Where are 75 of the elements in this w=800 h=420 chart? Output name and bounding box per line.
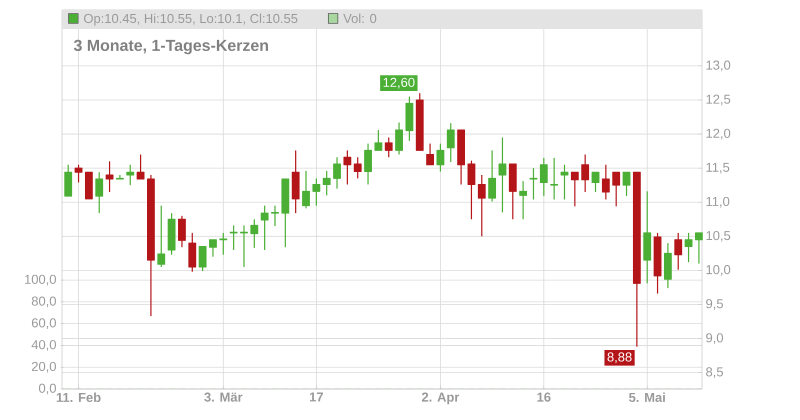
text: 3 Monate, 1-Tages-Kerzen [74, 40, 268, 54]
y2-tick-label: 0,0 [38, 384, 56, 394]
candlestick [384, 136, 393, 158]
candlestick [333, 156, 341, 190]
x-tick-label: 17 [310, 392, 323, 402]
candlestick [540, 157, 548, 197]
candlestick [302, 170, 310, 209]
candlestick [684, 232, 692, 263]
candlestick [560, 164, 568, 200]
y2-tick-label: 60,0 [32, 318, 56, 330]
legend-label: Op:10.45, Hi:10.55, Lo:10.1, Cl:10.55 [84, 14, 298, 26]
candlestick [570, 172, 579, 207]
candlestick [64, 164, 72, 197]
candlestick [674, 232, 682, 270]
candlestick [354, 156, 362, 179]
y2-tick-label: 20,0 [32, 362, 56, 373]
annotation: 12,60 [384, 78, 415, 88]
y2-tick-label: 100,0 [25, 274, 56, 286]
candlestick [550, 157, 558, 200]
candlestick [446, 122, 455, 163]
candlestick [468, 160, 476, 220]
y-tick-label: 11,0 [706, 196, 730, 208]
candlestick [694, 232, 703, 264]
y-tick-label: 8,5 [706, 367, 723, 378]
candlestick [126, 164, 134, 186]
candlestick [426, 143, 434, 166]
candlestick [612, 172, 620, 207]
candlestick [198, 246, 207, 272]
candlestick [74, 164, 82, 184]
x-tick-label: 3. Mär [204, 392, 242, 402]
candlestick [250, 218, 258, 248]
candlestick [592, 172, 600, 193]
x-tick-label: 11. Feb [56, 392, 101, 402]
candlestick [230, 224, 238, 251]
x-tick-label: 5. Mai [629, 392, 665, 402]
legend-label: Vol: 0 [343, 14, 376, 24]
candlestick [395, 122, 403, 156]
candlestick [322, 170, 331, 196]
x-tick-label: 2. Apr [422, 392, 460, 404]
candlestick [271, 205, 279, 227]
y-tick-label: 13,0 [706, 60, 730, 72]
y-tick-label: 12,5 [706, 94, 730, 106]
y-tick-label: 10,0 [706, 265, 730, 276]
candlestick [136, 154, 144, 180]
candlestick [436, 143, 444, 172]
candlestick [530, 168, 538, 200]
candlestick [240, 224, 248, 268]
candlestick [478, 174, 486, 237]
candlestick [106, 160, 114, 193]
candlestick [343, 150, 352, 186]
candlestick [364, 143, 372, 186]
y-tick-label: 9,5 [706, 299, 723, 310]
y-tick-label: 9,0 [706, 333, 724, 344]
candlestick [209, 239, 217, 258]
candlestick [178, 215, 186, 248]
candlestick [374, 129, 382, 152]
annotation: 8,88 [608, 352, 632, 364]
candlestick [157, 205, 166, 268]
candlestick [498, 136, 506, 214]
candlestick [622, 172, 630, 197]
y-tick-label: 11,5 [706, 162, 730, 174]
candlestick [488, 150, 496, 202]
y-tick-label: 10,5 [706, 230, 730, 242]
y-tick-label: 12,0 [706, 128, 730, 140]
candlestick [602, 164, 610, 200]
candlestick [312, 178, 320, 206]
y2-tick-label: 40,0 [32, 340, 56, 351]
candlestick [581, 154, 590, 193]
candlestick [188, 232, 196, 272]
candlestick [519, 180, 528, 220]
candlestick [260, 205, 269, 251]
candlestick [95, 172, 104, 214]
y2-tick-label: 80,0 [32, 296, 56, 308]
x-tick-label: 16 [537, 392, 551, 402]
candlestick [219, 232, 228, 256]
